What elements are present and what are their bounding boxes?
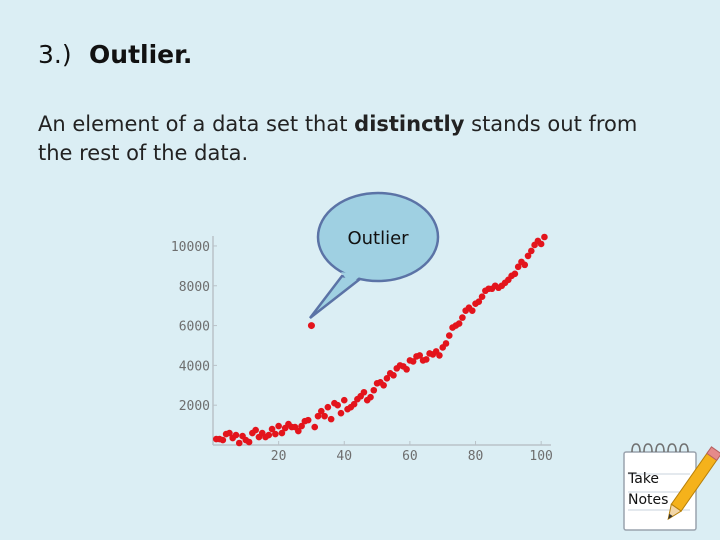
data-point bbox=[409, 358, 417, 365]
x-tick-label: 40 bbox=[336, 449, 352, 464]
take-notes-icon: Take Notes bbox=[623, 443, 720, 531]
chart-points bbox=[212, 233, 548, 447]
data-point bbox=[383, 375, 391, 382]
data-point bbox=[278, 429, 286, 437]
data-point bbox=[537, 240, 545, 248]
data-point bbox=[321, 412, 328, 420]
slide-title: 3.) Outlier. bbox=[38, 40, 192, 69]
title-term: Outlier. bbox=[89, 40, 193, 69]
chart-axes bbox=[212, 236, 551, 446]
y-tick-label: 6000 bbox=[179, 320, 210, 335]
take-notes-line2: Notes bbox=[628, 492, 668, 508]
data-point bbox=[327, 415, 335, 423]
data-point bbox=[219, 436, 227, 444]
data-point bbox=[235, 439, 243, 447]
pencil-icon bbox=[667, 446, 720, 521]
data-point bbox=[340, 396, 348, 404]
callout-bubble bbox=[309, 274, 364, 319]
definition-text: An element of a data set that distinctly… bbox=[38, 110, 678, 168]
definition-after: stands out from the rest of the data. bbox=[38, 112, 638, 165]
x-tick-label: 20 bbox=[271, 449, 287, 464]
y-tick-label: 8000 bbox=[179, 280, 210, 295]
data-point bbox=[295, 427, 302, 435]
data-point bbox=[455, 320, 463, 327]
title-number: 3.) bbox=[38, 40, 72, 69]
data-point bbox=[272, 430, 279, 438]
outlier-callout: Outlier bbox=[309, 191, 440, 319]
y-tick-label: 2000 bbox=[179, 399, 210, 414]
data-point bbox=[459, 314, 466, 321]
data-point bbox=[314, 412, 322, 420]
data-point bbox=[445, 332, 453, 339]
data-point bbox=[317, 407, 325, 415]
data-point bbox=[275, 422, 282, 430]
data-point bbox=[468, 307, 476, 314]
chart-ticks: 2000 4000 6000 8000 10000 20 40 60 80 100 bbox=[171, 240, 553, 464]
definition-before: An element of a data set that bbox=[38, 112, 355, 136]
data-point bbox=[478, 293, 486, 301]
y-tick-label: 10000 bbox=[171, 240, 210, 255]
data-point bbox=[350, 400, 358, 408]
data-point bbox=[511, 270, 519, 278]
take-notes-line1: Take bbox=[627, 471, 659, 487]
data-point bbox=[232, 431, 240, 439]
data-point bbox=[541, 233, 548, 241]
y-tick-label: 4000 bbox=[179, 359, 210, 374]
data-point bbox=[423, 356, 430, 363]
data-point bbox=[304, 416, 312, 424]
data-point bbox=[265, 431, 273, 439]
x-tick-label: 80 bbox=[468, 449, 484, 464]
data-point bbox=[380, 381, 387, 389]
data-point bbox=[528, 247, 535, 255]
data-point bbox=[360, 388, 368, 396]
data-point bbox=[390, 372, 397, 379]
data-point bbox=[514, 263, 522, 271]
data-point bbox=[311, 423, 319, 431]
data-point bbox=[324, 403, 332, 411]
data-point bbox=[268, 425, 276, 433]
data-point bbox=[367, 393, 374, 401]
x-tick-label: 60 bbox=[402, 449, 418, 464]
data-point bbox=[403, 366, 410, 373]
data-point bbox=[442, 340, 450, 347]
data-point bbox=[337, 409, 345, 417]
data-point bbox=[370, 386, 378, 394]
data-point bbox=[416, 352, 424, 359]
definition-emphasis: distinctly bbox=[354, 112, 465, 136]
callout-ellipse bbox=[316, 191, 440, 283]
data-point bbox=[334, 401, 341, 409]
data-point bbox=[524, 252, 532, 260]
data-point bbox=[245, 438, 253, 446]
data-point bbox=[252, 426, 259, 434]
callout-label: Outlier bbox=[347, 228, 409, 249]
data-point bbox=[298, 422, 305, 430]
data-point bbox=[521, 261, 529, 269]
x-tick-label: 100 bbox=[529, 449, 552, 464]
callout-joint bbox=[341, 272, 362, 284]
data-point bbox=[226, 429, 233, 437]
outlier-point bbox=[307, 322, 315, 330]
data-point bbox=[475, 298, 483, 305]
data-point bbox=[436, 352, 443, 359]
